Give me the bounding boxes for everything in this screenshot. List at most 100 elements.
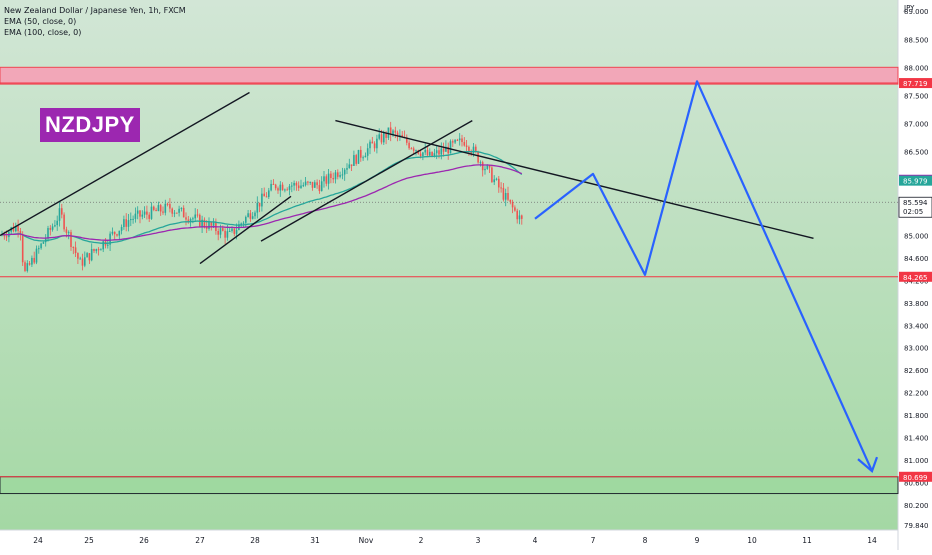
candle-body [274,184,277,189]
candle-body [302,185,305,187]
price-tick-label: 86.500 [904,148,929,156]
candle-body [38,248,40,250]
price-label-level [899,271,932,282]
candle-body [272,183,275,185]
candle-body [500,187,502,189]
candle-body [348,164,351,169]
candle-body [293,182,295,186]
price-tick-label: 81.800 [904,412,929,420]
candle-body [297,185,300,189]
price-tick-label: 83.400 [904,322,929,330]
legend-ema100[interactable]: EMA (100, close, 0) [4,28,82,37]
projection-arrowhead [857,456,879,473]
candle-body [486,165,489,169]
candle-body [24,262,26,271]
price-tick-label: 79.840 [904,522,929,530]
candle-body [360,149,362,158]
candle-body [217,230,219,235]
candle-body [118,230,121,236]
legend-ema50[interactable]: EMA (50, close, 0) [4,17,77,26]
time-tick-label: 7 [591,536,596,545]
price-tick-label: 88.000 [904,64,929,72]
candle-body [412,148,415,151]
candle-body [380,134,383,143]
price-tick-label: 87.000 [904,120,929,128]
candle-body [141,214,144,217]
candle-body [281,184,284,191]
trendline-2 [199,195,292,265]
candle-body [150,206,153,219]
candle-body [481,162,484,171]
candle-body [116,234,118,236]
candle-body [86,253,88,258]
candle-body [449,141,452,154]
candle-body [231,228,233,231]
time-tick-label: 11 [802,536,812,545]
candle-body [332,177,334,180]
candle-body [479,162,482,164]
candle-body [28,263,31,265]
candle-body [109,233,111,245]
candle-body [291,185,293,187]
candle-body [261,193,263,207]
candle-body [102,241,104,250]
candle-body [475,146,477,152]
candle-body [15,225,17,232]
candle-body [300,185,302,189]
candle-body [240,223,242,225]
price-tick-label: 87.500 [904,92,929,100]
chart-legend: New Zealand Dollar / Japanese Yen, 1h, F… [4,5,186,38]
price-label-text: 80.699 [903,474,928,482]
candle-body [249,213,252,219]
candle-body [26,263,29,271]
candle-body [132,218,134,220]
candle-body [65,229,68,233]
candle-body [399,134,401,136]
candle-body [84,257,86,266]
candle-body [146,211,148,215]
candle-body [518,215,521,220]
candle-body [194,214,196,219]
candle-body [468,146,470,152]
candle-body [521,215,523,219]
ema50-line [2,150,523,244]
candle-body [196,214,199,216]
candle-body [392,130,394,135]
candle-body [440,148,443,155]
candle-body [49,228,52,230]
trendline-4 [335,119,814,240]
candle-body [369,141,371,149]
time-tick-label: 8 [643,536,648,545]
candle-body [452,141,454,143]
candle-body [63,214,65,230]
candle-body [201,219,203,227]
candle-body [396,132,399,136]
candle-body [33,257,35,263]
legend-symbol[interactable]: New Zealand Dollar / Japanese Yen, 1h, F… [4,6,186,15]
time-tick-label: 31 [310,536,320,545]
candle-body [136,210,139,214]
candle-body [153,206,155,210]
candle-body [364,155,367,158]
trendline-1 [0,91,250,237]
candle-body [387,127,390,138]
candle-body [120,227,123,231]
candle-body [410,148,413,150]
candle-body [516,210,518,220]
candle-body [288,186,291,190]
candle-body [42,242,45,244]
candle-body [454,139,456,143]
candle-body [502,187,505,200]
price-axis-currency: JPY [903,4,915,12]
candle-body [307,181,309,183]
candle-body [247,213,249,217]
candle-body [31,257,33,265]
price-tick-label: 88.500 [904,36,929,44]
candle-body [56,220,58,226]
candle-body [256,202,259,213]
candle-body [12,227,15,232]
time-tick-label: 28 [250,536,260,545]
